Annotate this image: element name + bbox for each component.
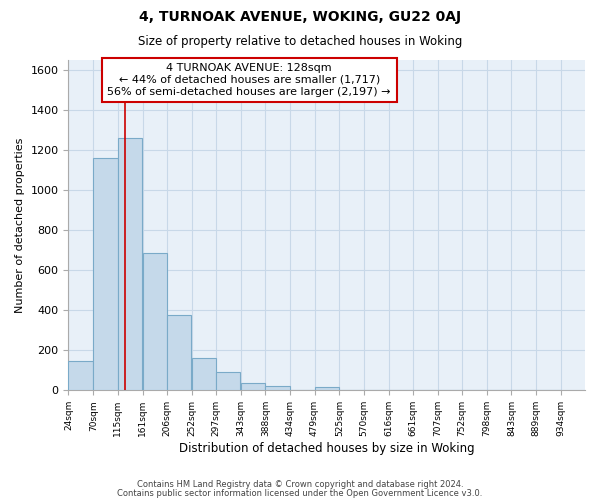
Bar (265, 386, 290, 390)
Bar (68, 360, 93, 390)
Text: 4 TURNOAK AVENUE: 128sqm
← 44% of detached houses are smaller (1,717)
56% of sem: 4 TURNOAK AVENUE: 128sqm ← 44% of detach… (107, 64, 391, 96)
Text: 4, TURNOAK AVENUE, WOKING, GU22 0AJ: 4, TURNOAK AVENUE, WOKING, GU22 0AJ (139, 10, 461, 24)
Bar (216, 372, 241, 390)
Y-axis label: Number of detached properties: Number of detached properties (15, 138, 25, 313)
Bar (192, 358, 216, 390)
Text: Contains HM Land Registry data © Crown copyright and database right 2024.: Contains HM Land Registry data © Crown c… (137, 480, 463, 489)
Text: Contains public sector information licensed under the Open Government Licence v3: Contains public sector information licen… (118, 488, 482, 498)
Text: Size of property relative to detached houses in Woking: Size of property relative to detached ho… (138, 35, 462, 48)
Bar (93, 158, 118, 390)
Bar (118, 138, 142, 390)
Bar (167, 316, 191, 390)
Bar (314, 388, 339, 390)
Bar (241, 382, 265, 390)
Bar (143, 253, 167, 390)
X-axis label: Distribution of detached houses by size in Woking: Distribution of detached houses by size … (179, 442, 475, 455)
